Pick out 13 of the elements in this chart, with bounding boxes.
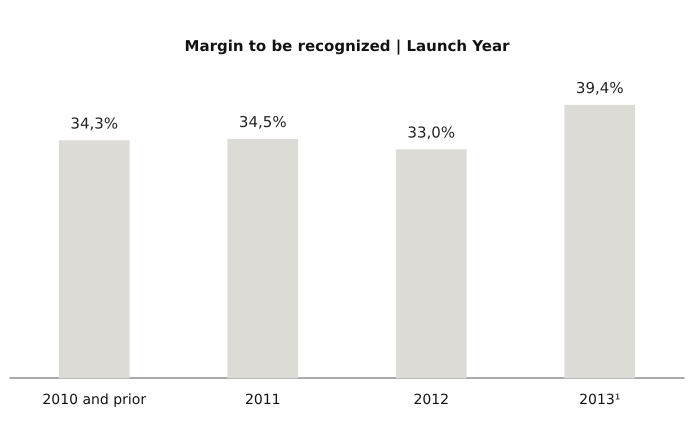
data-label: 39,4% xyxy=(576,79,624,98)
bar xyxy=(564,104,636,378)
chart-title: Margin to be recognized | Launch Year xyxy=(184,36,510,55)
x-tick-label: 2011 xyxy=(244,392,281,408)
bar xyxy=(227,138,298,378)
x-tick-label: 2013¹ xyxy=(579,392,620,408)
bar xyxy=(396,149,467,378)
data-label: 33,0% xyxy=(407,124,456,142)
data-label: 34,3% xyxy=(70,114,118,133)
x-tick-label: 2010 and prior xyxy=(42,392,146,408)
x-tick-label: 2012 xyxy=(413,392,450,408)
bar xyxy=(58,140,130,378)
data-label: 34,5% xyxy=(238,113,287,132)
